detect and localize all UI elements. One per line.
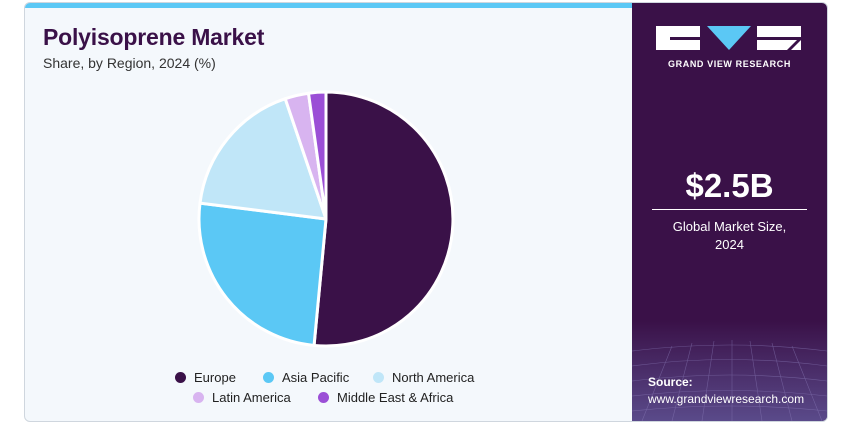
legend-item-europe: Europe bbox=[175, 370, 236, 385]
brand-name: GRAND VIEW RESEARCH bbox=[668, 59, 791, 69]
legend-label: North America bbox=[392, 370, 475, 385]
legend-label: Latin America bbox=[212, 390, 291, 405]
market-size-value: $2.5B bbox=[685, 167, 774, 204]
legend-item-north-america: North America bbox=[373, 370, 474, 385]
legend-item-middle-east-africa: Middle East & Africa bbox=[318, 390, 453, 405]
legend-item-asia-pacific: Asia Pacific bbox=[263, 370, 349, 385]
summary-panel: GRAND VIEW RESEARCH $2.5B Global Market … bbox=[632, 3, 827, 421]
legend-swatch bbox=[175, 372, 186, 383]
legend-item-latin-america: Latin America bbox=[193, 390, 291, 405]
chart-card: Polyisoprene Market Share, by Region, 20… bbox=[24, 2, 828, 422]
pie-slice-europe bbox=[312, 90, 455, 348]
grand-view-research-logo bbox=[656, 26, 801, 50]
source-label: Source: bbox=[648, 375, 693, 389]
legend-label: Asia Pacific bbox=[282, 370, 350, 385]
decorative-grid bbox=[632, 321, 827, 421]
market-size-label: Global Market Size, 2024 bbox=[632, 218, 827, 254]
market-size-label-line1: Global Market Size, bbox=[672, 219, 787, 234]
legend-swatch bbox=[373, 372, 384, 383]
legend-label: Middle East & Africa bbox=[337, 390, 454, 405]
source-url[interactable]: www.grandviewresearch.com bbox=[648, 392, 805, 406]
chart-subtitle: Share, by Region, 2024 (%) bbox=[43, 55, 216, 71]
chart-title: Polyisoprene Market bbox=[43, 24, 265, 50]
pie-slice-middle-east-africa bbox=[307, 90, 328, 221]
legend-swatch bbox=[263, 372, 274, 383]
pie-chart bbox=[197, 90, 455, 348]
accent-bar bbox=[25, 3, 632, 8]
divider bbox=[652, 209, 807, 210]
legend-swatch bbox=[193, 392, 204, 403]
legend-swatch bbox=[318, 392, 329, 403]
legend-label: Europe bbox=[194, 370, 236, 385]
pie-slice-asia-pacific bbox=[197, 201, 328, 347]
market-size-label-line2: 2024 bbox=[715, 237, 744, 252]
